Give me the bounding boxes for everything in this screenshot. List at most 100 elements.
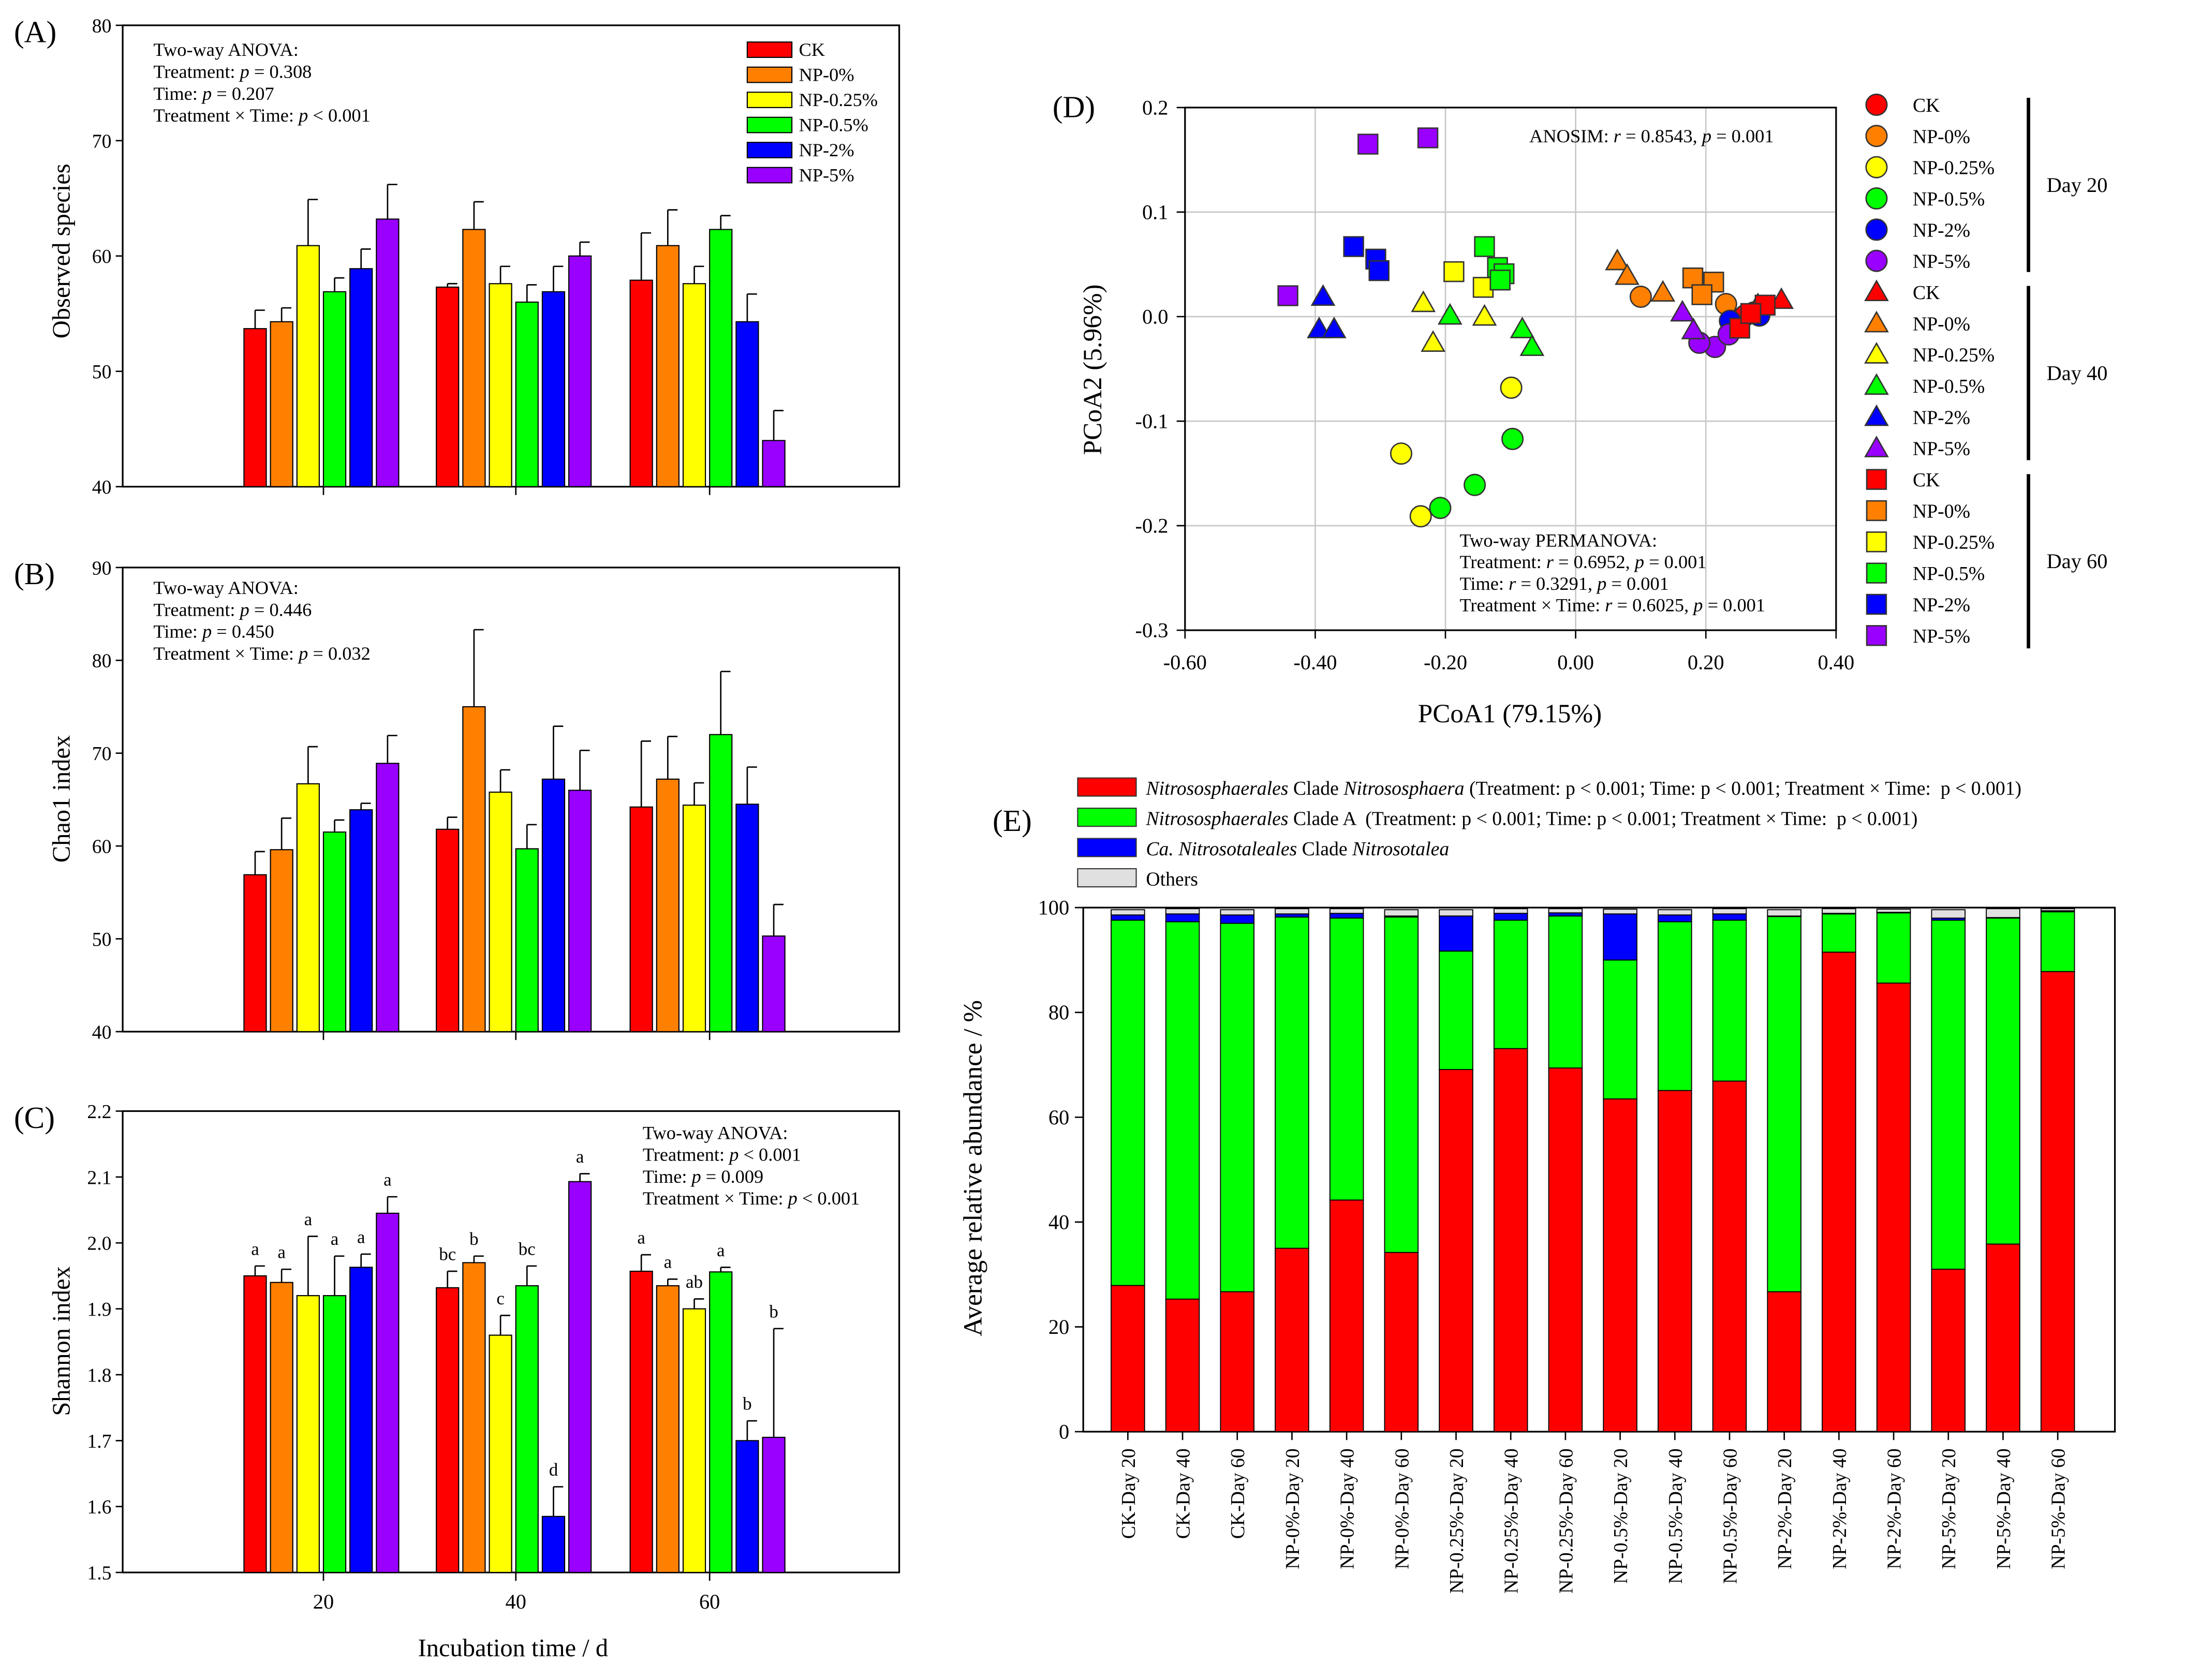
- point-triangle: [1650, 280, 1676, 302]
- legend-label: NP-5%: [1913, 438, 1970, 460]
- anosim-text: ANOSIM: r = 0.8543, p = 0.001: [1529, 126, 1774, 146]
- stacked-bar-segment: [1822, 908, 1856, 914]
- stacked-bar-segment: [1658, 1090, 1692, 1432]
- legend-marker: [1865, 218, 1888, 241]
- stacked-bar-segment: [1931, 909, 1966, 919]
- legend-label: CK: [1913, 469, 1940, 491]
- plot-frame: [1082, 906, 2116, 1433]
- legend-label: Nitrososphaerales Clade Nitrososphaera (…: [1145, 778, 2021, 799]
- bar: [436, 828, 460, 1032]
- stacked-bar-segment: [1111, 919, 1145, 1286]
- point-square: [1343, 236, 1364, 257]
- x-axis-label: Incubation time / d: [418, 1634, 608, 1662]
- anova-text: Time: p = 0.207: [153, 83, 274, 104]
- stacked-bar-segment: [1275, 908, 1309, 915]
- x-tick-label: NP-5%-Day 20: [1938, 1448, 1960, 1569]
- y-tick-label: 40: [92, 477, 112, 498]
- x-tick-label: NP-2%-Day 20: [1774, 1448, 1796, 1569]
- legend-text-segment: Clade: [1297, 838, 1352, 860]
- point-triangle: [1322, 316, 1347, 338]
- y-tick-label: 60: [92, 836, 112, 858]
- significance-letter: bc: [439, 1244, 456, 1264]
- stacked-bar-segment: [1329, 1199, 1364, 1432]
- point-square: [1417, 127, 1439, 148]
- legend-label: NP-0.25%: [1913, 532, 1995, 554]
- legend-label: Ca. Nitrosotaleales Clade Nitrosotalea: [1146, 838, 1449, 860]
- legend-text-segment: Nitrososphaera: [1343, 778, 1464, 799]
- y-tick-label: 40: [92, 1021, 112, 1043]
- panel-1: (B) 40 50 60 70 80 90 Chao1 index Two-way ANOVA:…: [14, 557, 900, 1043]
- stacked-bar-segment: [1165, 908, 1200, 915]
- stacked-bar-segment: [1329, 913, 1364, 919]
- point-triangle: [1615, 263, 1640, 285]
- stacked-bar-segment: [1493, 908, 1528, 914]
- bar: [296, 1295, 320, 1573]
- bar: [322, 291, 347, 487]
- stacked-bar-segment: [1986, 917, 2020, 1245]
- stacked-bar-segment: [2040, 971, 2075, 1432]
- y-tick-label: 20: [1048, 1315, 1069, 1339]
- legend-label: NP-5%: [1913, 626, 1970, 647]
- legend-swatch: [746, 66, 793, 83]
- bar: [629, 806, 653, 1032]
- stacked-bar-segment: [1165, 913, 1200, 923]
- anova-text: Two-way ANOVA:: [153, 577, 299, 598]
- legend-text-segment: Ca. Nitrosotaleales: [1146, 838, 1297, 860]
- point-triangle: [1670, 300, 1695, 322]
- bar: [629, 1270, 653, 1573]
- bar: [541, 291, 566, 487]
- significance-letter: b: [743, 1394, 752, 1414]
- legend-marker: [1865, 125, 1888, 147]
- y-tick-label: 1.7: [87, 1431, 111, 1452]
- stacked-bar-segment: [1384, 1252, 1419, 1432]
- permanova-text: Treatment × Time: r = 0.6025, p = 0.001: [1459, 595, 1765, 616]
- legend-label: NP-0.25%: [799, 90, 878, 110]
- anova-text: Time: p = 0.009: [643, 1166, 763, 1187]
- point-circle: [1429, 497, 1452, 519]
- bar: [376, 763, 400, 1032]
- stacked-bar-segment: [1712, 1080, 1747, 1432]
- bar: [682, 1308, 706, 1573]
- anova-text: Treatment: p = 0.308: [153, 61, 312, 82]
- significance-letter: a: [576, 1147, 584, 1167]
- legend-swatch: [746, 41, 793, 58]
- legend-label: NP-0.5%: [799, 115, 868, 136]
- point-triangle: [1310, 284, 1336, 306]
- significance-letter: a: [251, 1239, 259, 1259]
- stacked-bar-segment: [1712, 913, 1747, 921]
- y-axis-label: Shannon index: [48, 1266, 76, 1416]
- stacked-bar-segment: [1931, 1269, 1966, 1432]
- point-square: [1691, 284, 1712, 305]
- bar: [243, 874, 267, 1032]
- panel-label: (A): [14, 14, 56, 49]
- bar: [270, 849, 293, 1032]
- anova-text: Two-way ANOVA:: [153, 39, 299, 60]
- legend-label: NP-2%: [1913, 407, 1970, 428]
- stacked-bar-segment: [1658, 914, 1692, 923]
- stacked-bar-segment: [1329, 908, 1364, 914]
- bar: [682, 805, 706, 1032]
- bar: [735, 804, 759, 1032]
- y-tick-label: 0: [1059, 1420, 1069, 1444]
- bar: [243, 328, 267, 487]
- y-tick-label: 2.1: [87, 1167, 111, 1188]
- anova-text: Two-way ANOVA:: [643, 1122, 788, 1143]
- permanova-text: Time: r = 0.3291, p = 0.001: [1459, 573, 1668, 594]
- bar: [568, 790, 592, 1032]
- x-tick-label: CK-Day 60: [1227, 1448, 1249, 1539]
- point-triangle: [1307, 316, 1332, 338]
- anova-text: Treatment × Time: p < 0.001: [643, 1188, 860, 1209]
- y-tick-label: -0.3: [1135, 619, 1169, 642]
- stacked-bar-segment: [1876, 983, 1911, 1432]
- point-square: [1368, 260, 1390, 281]
- stacked-bar-segment: [1876, 912, 1911, 984]
- y-tick-label: 1.8: [87, 1364, 111, 1386]
- y-tick-label: 2.0: [87, 1233, 111, 1255]
- anova-text: Treatment: p = 0.446: [153, 599, 312, 620]
- bar: [243, 1275, 267, 1573]
- y-tick-label: 40: [1048, 1210, 1069, 1233]
- stacked-bar-segment: [1493, 913, 1528, 921]
- bar: [709, 734, 733, 1032]
- bar: [515, 848, 539, 1032]
- bar: [349, 268, 373, 487]
